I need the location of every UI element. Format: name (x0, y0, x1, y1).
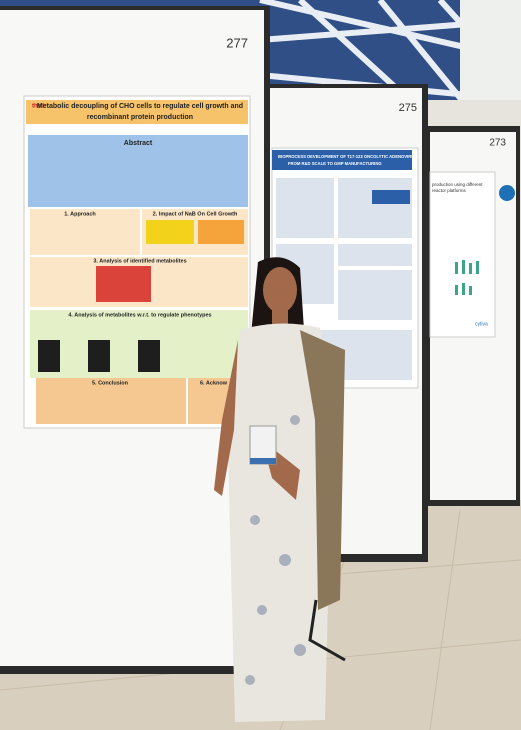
section-heading: 6. Acknow (200, 380, 228, 386)
poster-figure (88, 340, 110, 372)
section-heading: 5. Conclusion (92, 380, 129, 386)
poster (429, 171, 496, 338)
poster-figure (96, 266, 151, 302)
poster-section (30, 209, 140, 255)
poster-header (26, 100, 248, 124)
board-number: 275 (399, 102, 417, 114)
poster-figure (138, 340, 160, 372)
poster-title: recombinant protein production (87, 114, 193, 121)
poster-chart (455, 260, 479, 295)
section-heading: 3. Analysis of identified metabolites (93, 258, 186, 264)
poster-abstract (28, 135, 248, 207)
section-heading: 4. Analysis of metabolites w.r.t. to reg… (68, 312, 211, 318)
poster-figure (198, 220, 244, 244)
poster-title: production using different (432, 182, 483, 187)
poster-figure (146, 220, 194, 244)
section-heading: 2. Impact of NaB On Cell Growth (153, 211, 238, 217)
poster-box (372, 190, 410, 204)
section-heading: 1. Approach (64, 211, 96, 217)
poster-logo: cytiva (475, 321, 488, 327)
poster-title: reactor platforms (432, 188, 467, 193)
poster-title: Metabolic decoupling of CHO cells to reg… (37, 103, 243, 110)
poster-header (272, 150, 412, 170)
poster-logo: thsti (32, 104, 45, 110)
section-heading: Abstract (124, 140, 153, 147)
poster-section (36, 378, 186, 424)
person (214, 257, 346, 722)
poster-title: FROM R&D SCALE TO GMP MANUFACTURING (288, 161, 382, 166)
poster-title: BIOPROCESS DEVELOPMENT OF T17-123 ONCOLY… (278, 154, 418, 159)
poster-figure (38, 340, 60, 372)
board-number: 277 (226, 35, 248, 50)
board-number: 273 (489, 138, 506, 149)
icon (499, 185, 515, 201)
